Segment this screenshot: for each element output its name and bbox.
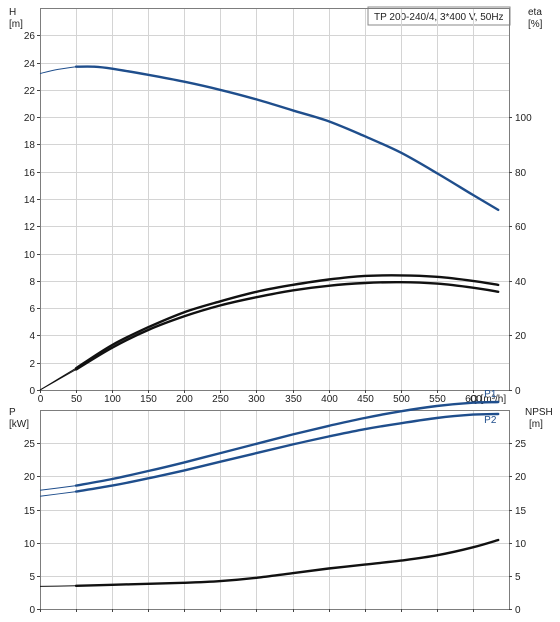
chart-title: TP 200-240/4, 3*400 V, 50Hz xyxy=(374,12,504,23)
series-1-2-curve xyxy=(74,538,500,587)
series-label: P2 xyxy=(484,415,497,426)
right-axis-tick-label: 5 xyxy=(515,572,521,583)
series-1-1-curve xyxy=(74,412,500,493)
left-axis-tick-label: 10 xyxy=(24,539,36,550)
bottom-left-axis-label: P xyxy=(9,407,16,418)
left-axis-tick-label: 18 xyxy=(24,140,36,151)
right-axis-tick-label: 60 xyxy=(515,222,527,233)
series-1-1-curve-thin xyxy=(39,491,77,497)
left-axis-tick-label: 25 xyxy=(24,439,36,450)
right-axis-tick-label: 0 xyxy=(515,605,521,616)
bottom-right-axis-label: NPSH xyxy=(525,407,553,418)
left-axis-tick-label: 10 xyxy=(24,250,36,261)
series-0-0-curve xyxy=(74,65,500,212)
x-axis-tick-label: 350 xyxy=(285,394,302,405)
right-axis-tick-label: 80 xyxy=(515,168,527,179)
left-axis-tick-label: 0 xyxy=(29,605,35,616)
left-axis-tick-label: 26 xyxy=(24,31,36,42)
right-axis-tick-label: 0 xyxy=(515,386,521,397)
series-0-2-curve xyxy=(74,280,500,371)
x-axis-tick-label: 550 xyxy=(429,394,446,405)
series-1-0-curve xyxy=(74,400,500,487)
left-axis-tick-label: 24 xyxy=(24,59,36,70)
bottom-right-axis-unit: [m] xyxy=(529,419,543,430)
series-1-2-curve-thin xyxy=(39,585,77,587)
left-axis-tick-label: 22 xyxy=(24,86,36,97)
left-axis-tick-label: 2 xyxy=(29,359,35,370)
right-axis-tick-label: 15 xyxy=(515,506,527,517)
series-label: P1 xyxy=(484,389,497,400)
left-axis-tick-label: 8 xyxy=(29,277,35,288)
x-axis-tick-label: 500 xyxy=(393,394,410,405)
x-axis-tick-label: 600 xyxy=(465,394,482,405)
left-axis-tick-label: 4 xyxy=(29,331,35,342)
right-axis-tick-label: 100 xyxy=(515,113,532,124)
left-axis-tick-label: 15 xyxy=(24,506,36,517)
top-right-axis-unit: [%] xyxy=(528,19,543,30)
x-axis-tick-label: 450 xyxy=(357,394,374,405)
series-0-1-curve xyxy=(74,274,500,370)
plot-frame xyxy=(40,8,510,391)
left-axis-tick-label: 12 xyxy=(24,222,36,233)
top-x-axis-label: Q [m³/h] xyxy=(470,394,506,405)
right-axis-tick-label: 20 xyxy=(515,472,527,483)
right-axis-tick-label: 40 xyxy=(515,277,527,288)
left-axis-tick-label: 20 xyxy=(24,472,36,483)
left-axis-tick-label: 20 xyxy=(24,113,36,124)
x-axis-tick-label: 0 xyxy=(38,394,44,405)
series-1-0-curve-thin xyxy=(39,485,77,491)
left-axis-tick-label: 0 xyxy=(29,386,35,397)
right-axis-tick-label: 10 xyxy=(515,539,527,550)
right-axis-tick-label: 20 xyxy=(515,331,527,342)
top-right-axis-label: eta xyxy=(528,7,542,18)
x-axis-tick-label: 50 xyxy=(71,394,83,405)
x-axis-tick-label: 150 xyxy=(140,394,157,405)
x-axis-tick-label: 250 xyxy=(212,394,229,405)
right-axis-tick-label: 25 xyxy=(515,439,527,450)
left-axis-tick-label: 14 xyxy=(24,195,36,206)
left-axis-tick-label: 16 xyxy=(24,168,36,179)
top-left-axis-unit: [m] xyxy=(9,19,23,30)
x-axis-tick-label: 200 xyxy=(176,394,193,405)
series-0-0-curve-thin xyxy=(39,66,77,74)
bottom-left-axis-unit: [kW] xyxy=(9,419,29,430)
x-axis-tick-label: 100 xyxy=(104,394,121,405)
x-axis-tick-label: 400 xyxy=(321,394,338,405)
left-axis-tick-label: 5 xyxy=(29,572,35,583)
top-left-axis-label: H xyxy=(9,7,16,18)
x-axis-tick-label: 300 xyxy=(248,394,265,405)
series-0-2-curve-thin xyxy=(39,369,77,391)
left-axis-tick-label: 6 xyxy=(29,304,35,315)
